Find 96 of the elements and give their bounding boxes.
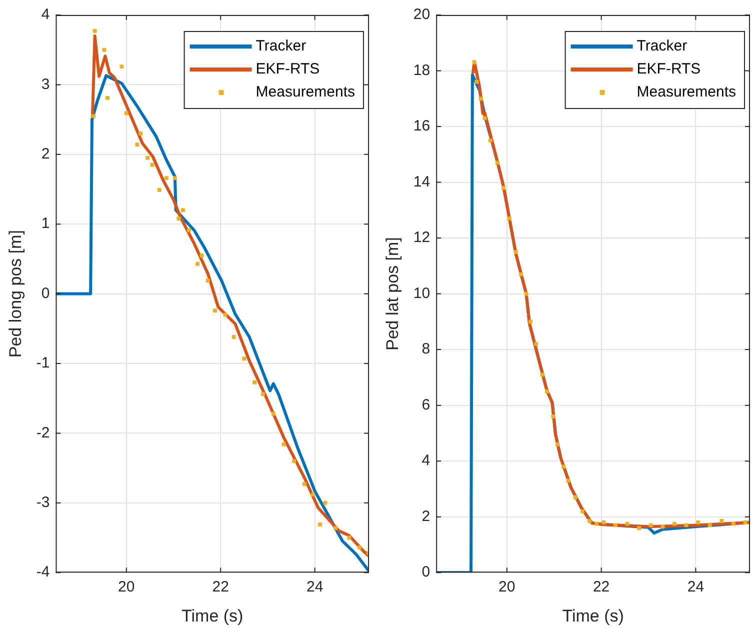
x-axis-title: Time (s)	[182, 606, 244, 626]
point	[358, 546, 362, 550]
point	[212, 308, 217, 313]
point	[588, 519, 592, 523]
point	[528, 320, 532, 324]
point	[488, 138, 492, 142]
point	[720, 519, 724, 523]
y-tick-label: 8	[422, 340, 430, 358]
point	[164, 176, 168, 180]
point	[482, 116, 487, 120]
point	[187, 228, 192, 232]
point	[150, 162, 154, 167]
point	[732, 522, 736, 526]
point	[318, 522, 322, 526]
point	[146, 156, 150, 160]
x-tick-label: 20	[118, 578, 135, 596]
y-tick-label: 1	[41, 215, 50, 232]
point	[120, 64, 124, 69]
point	[613, 523, 618, 528]
point	[223, 312, 228, 317]
point	[252, 380, 257, 384]
y-axis-title: Ped lat pos [m]	[382, 237, 402, 350]
y-tick-label: -1	[36, 354, 50, 372]
point	[124, 111, 128, 116]
point	[573, 495, 578, 500]
point	[106, 96, 110, 100]
point	[180, 208, 185, 212]
point	[594, 522, 599, 526]
point	[242, 356, 246, 361]
y-tick-label: 10	[413, 284, 430, 302]
point	[334, 526, 338, 530]
point	[708, 523, 712, 528]
legend-label: EKF-RTS	[636, 60, 701, 78]
y-tick-label: 14	[413, 173, 430, 190]
y-tick-label: 2	[41, 146, 50, 163]
point	[271, 412, 276, 416]
x-tick-label: 24	[687, 578, 704, 596]
point	[519, 272, 524, 276]
y-tick-label: 6	[422, 396, 430, 414]
y-tick-label: 0	[41, 284, 50, 302]
point	[502, 186, 506, 190]
point	[672, 522, 676, 526]
y-tick-label: 20	[413, 6, 430, 24]
point	[323, 500, 328, 505]
x-tick-label: 24	[306, 578, 324, 596]
point	[514, 250, 518, 254]
point	[696, 520, 700, 524]
point	[602, 520, 606, 524]
legend-label: Tracker	[256, 38, 306, 55]
y-tick-label: 0	[422, 564, 430, 581]
point	[206, 278, 210, 283]
x-tick-label: 22	[212, 578, 229, 596]
point	[684, 523, 688, 528]
y-tick-label: 12	[413, 229, 430, 246]
point	[292, 459, 296, 464]
x-axis-title: Time (s)	[562, 606, 624, 626]
point	[138, 132, 143, 136]
y-tick-label: 4	[41, 6, 50, 24]
point	[157, 188, 162, 192]
y-axis-title: Ped long pos [m]	[6, 230, 25, 358]
point	[478, 96, 483, 101]
y-tick-label: -4	[36, 564, 50, 581]
point	[660, 524, 665, 529]
point	[540, 372, 544, 377]
y-tick-label: 18	[413, 62, 430, 79]
x-tick-label: 20	[498, 578, 516, 596]
point	[637, 526, 642, 530]
y-tick-label: 2	[422, 508, 430, 525]
legend-label: Measurements	[256, 84, 356, 101]
point	[474, 80, 479, 84]
legend-label: EKF-RTS	[256, 60, 320, 78]
point	[545, 389, 549, 394]
legend-label: Measurements	[636, 84, 736, 101]
point	[534, 342, 538, 346]
point	[472, 60, 476, 64]
point	[261, 392, 265, 396]
point	[91, 114, 96, 118]
x-tick-label: 22	[592, 578, 610, 596]
point	[310, 492, 315, 497]
point	[92, 29, 97, 34]
y-tick-label: -2	[36, 424, 50, 442]
point	[172, 176, 177, 180]
y-tick-label: 4	[422, 452, 430, 470]
point	[551, 414, 556, 418]
point	[562, 464, 566, 469]
y-tick-label: 3	[41, 76, 50, 93]
point	[648, 523, 653, 528]
point	[302, 482, 306, 486]
y-tick-label: -3	[36, 494, 50, 512]
point	[555, 442, 560, 446]
legend-label: Tracker	[636, 38, 688, 55]
point	[232, 335, 236, 339]
point	[176, 216, 181, 221]
point	[743, 520, 748, 524]
point	[196, 262, 200, 266]
y-tick-label: 16	[413, 118, 430, 135]
